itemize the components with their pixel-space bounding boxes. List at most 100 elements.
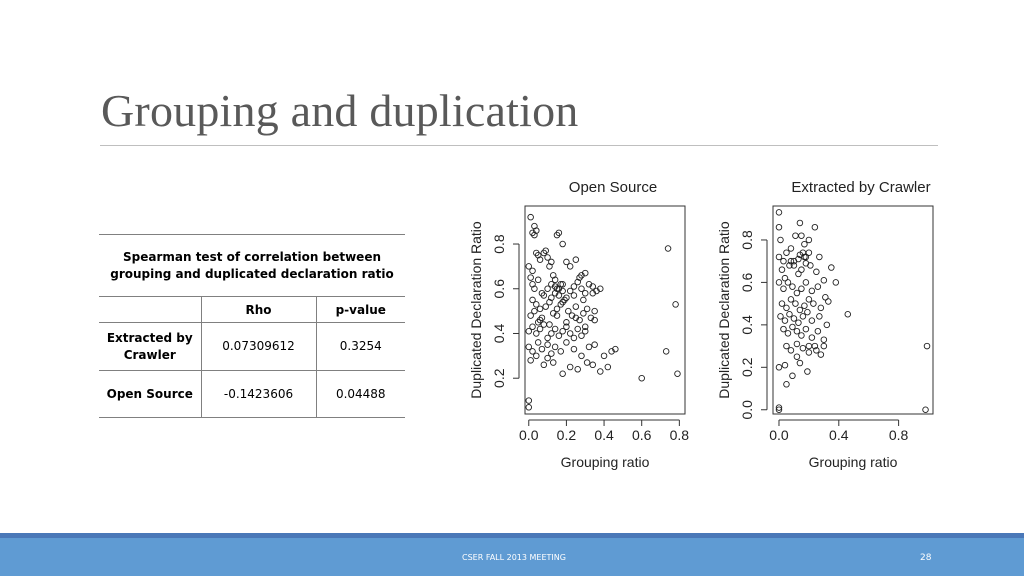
data-point — [527, 357, 534, 364]
data-point — [793, 327, 801, 335]
data-point — [795, 255, 802, 263]
data-point — [549, 359, 557, 366]
data-point — [799, 313, 807, 320]
y-tick-label: 0.4 — [739, 315, 755, 335]
data-point — [578, 352, 585, 360]
data-point — [536, 325, 544, 333]
data-point — [533, 352, 540, 360]
data-point — [544, 341, 551, 348]
data-point — [574, 366, 581, 373]
data-point — [789, 323, 796, 331]
chart-title: Open Source — [569, 179, 657, 196]
data-point — [808, 317, 816, 324]
data-point — [525, 397, 533, 404]
data-point — [814, 283, 822, 290]
data-point — [578, 332, 585, 339]
data-point — [566, 263, 574, 270]
data-point — [674, 370, 681, 377]
data-point — [583, 359, 591, 366]
data-point — [816, 253, 823, 261]
data-point — [589, 361, 597, 369]
data-point — [565, 307, 572, 315]
data-point — [823, 321, 831, 329]
data-point — [783, 249, 790, 256]
data-point — [525, 327, 533, 335]
y-tick-label: 0.0 — [739, 400, 755, 420]
data-point — [563, 319, 570, 326]
data-point — [566, 287, 574, 295]
data-point — [793, 353, 801, 360]
x-tick-label: 0.4 — [594, 427, 614, 443]
data-point — [775, 209, 783, 216]
data-point — [802, 279, 810, 286]
data-point — [570, 292, 578, 299]
data-point — [531, 307, 538, 315]
page-number: 28 — [920, 553, 932, 563]
data-point — [574, 325, 581, 333]
data-point — [789, 283, 796, 290]
data-point — [555, 229, 563, 237]
y-axis-label: Duplicated Declaration Ratio — [716, 221, 732, 399]
data-point — [578, 272, 585, 279]
data-point — [796, 359, 804, 367]
data-point — [546, 321, 553, 328]
data-point — [548, 258, 555, 266]
data-point — [805, 236, 813, 244]
data-point — [555, 292, 563, 299]
data-point — [578, 285, 585, 293]
data-point — [832, 279, 840, 286]
data-point — [548, 330, 555, 337]
data-point — [790, 262, 798, 269]
data-point — [581, 327, 589, 335]
data-point — [844, 310, 852, 318]
data-point — [597, 368, 604, 375]
data-point — [529, 267, 536, 275]
data-point — [795, 319, 802, 326]
data-point — [536, 305, 544, 313]
data-point — [780, 285, 787, 293]
footer-bar: CSER FALL 2013 MEETING 28 — [0, 533, 1024, 576]
data-point — [536, 316, 544, 324]
data-point — [801, 253, 808, 261]
row-label: Open Source — [99, 370, 202, 418]
data-point — [798, 232, 805, 239]
data-point — [540, 249, 548, 257]
data-point — [589, 283, 597, 290]
data-point — [786, 310, 793, 318]
data-point — [591, 316, 598, 324]
x-tick-label: 0.4 — [829, 427, 849, 443]
data-point — [540, 361, 548, 369]
rho-value: 0.07309612 — [201, 322, 317, 371]
data-point — [801, 240, 808, 248]
data-point — [534, 319, 542, 326]
data-point — [778, 266, 786, 273]
data-point — [777, 313, 784, 320]
data-point — [559, 327, 566, 335]
data-point — [533, 227, 540, 234]
data-point — [781, 274, 789, 282]
scatter-plot-open-source: Open Source 0.0 0.2 0.4 0.6 0.8 Grouping ratio… — [468, 179, 689, 470]
data-point — [805, 342, 813, 350]
data-point — [600, 352, 608, 360]
data-point — [559, 281, 566, 288]
data-point — [798, 332, 805, 339]
data-point — [784, 330, 792, 337]
data-point — [561, 296, 568, 304]
data-point — [529, 323, 536, 331]
data-point — [822, 294, 829, 301]
data-point — [781, 361, 789, 369]
data-point — [817, 351, 825, 358]
data-point — [553, 312, 561, 319]
data-point — [780, 257, 787, 265]
data-point — [527, 274, 534, 281]
data-point — [572, 314, 580, 322]
data-point — [813, 347, 820, 354]
data-point — [583, 305, 591, 313]
x-tick-label: 0.6 — [632, 427, 652, 443]
data-point — [544, 334, 551, 342]
data-point — [566, 330, 574, 337]
data-point — [570, 283, 578, 290]
y-tick-label: 0.4 — [491, 324, 507, 344]
chart-title: Extracted by Crawler — [791, 179, 930, 196]
rho-value: -0.1423606 — [201, 370, 317, 418]
